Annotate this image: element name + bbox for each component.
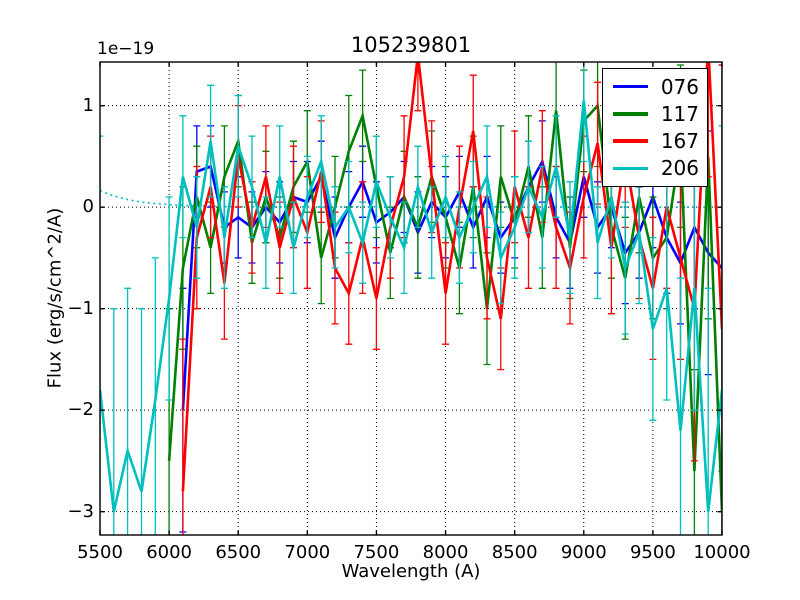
- y-axis-offset-label: 1e−19: [97, 39, 155, 59]
- x-tick-label-6500: 6500: [215, 542, 262, 563]
- x-tick-label-9500: 9500: [629, 542, 676, 563]
- legend-label-167: 167: [660, 129, 699, 154]
- x-tick-label-5500: 5500: [77, 542, 123, 563]
- y-tick-label-−1: −1: [67, 297, 94, 319]
- legend-item-076: 076: [613, 76, 699, 98]
- x-tick-label-10000: 10000: [693, 542, 751, 563]
- x-tick-label-7500: 7500: [353, 542, 400, 563]
- y-tick-label-1: 1: [82, 94, 94, 116]
- legend-item-206: 206: [613, 157, 699, 179]
- x-axis-label: Wavelength (A): [341, 561, 481, 582]
- legend-line-swatch-076: [613, 84, 648, 89]
- axes-spines: [99, 61, 723, 536]
- x-tick-label-8500: 8500: [491, 542, 538, 563]
- legend-line-swatch-167: [613, 139, 648, 143]
- x-tick-label-7000: 7000: [284, 542, 331, 563]
- legend-label-076: 076: [660, 74, 699, 99]
- series-206: [100, 62, 722, 535]
- legend-line-swatch-206: [613, 166, 648, 171]
- legend-line-swatch-117: [613, 112, 648, 116]
- legend-item-117: 117: [613, 103, 699, 125]
- legend: 076 117 167 206: [602, 68, 708, 187]
- legend-label-206: 206: [660, 156, 699, 181]
- y-tick-label-−2: −2: [67, 399, 94, 421]
- line-206: [100, 100, 722, 512]
- x-tick-label-6000: 6000: [146, 542, 193, 563]
- x-tick-label-8000: 8000: [422, 542, 469, 563]
- legend-label-117: 117: [660, 101, 699, 126]
- legend-item-167: 167: [613, 130, 699, 152]
- tick-marks: [99, 62, 723, 535]
- y-tick-label-0: 0: [82, 196, 94, 218]
- model-line-dotted-206: [100, 190, 722, 208]
- y-tick-label-−3: −3: [67, 500, 94, 522]
- plot-title: 105239801: [350, 33, 472, 57]
- line-076: [181, 157, 722, 411]
- x-tick-label-9000: 9000: [560, 542, 607, 563]
